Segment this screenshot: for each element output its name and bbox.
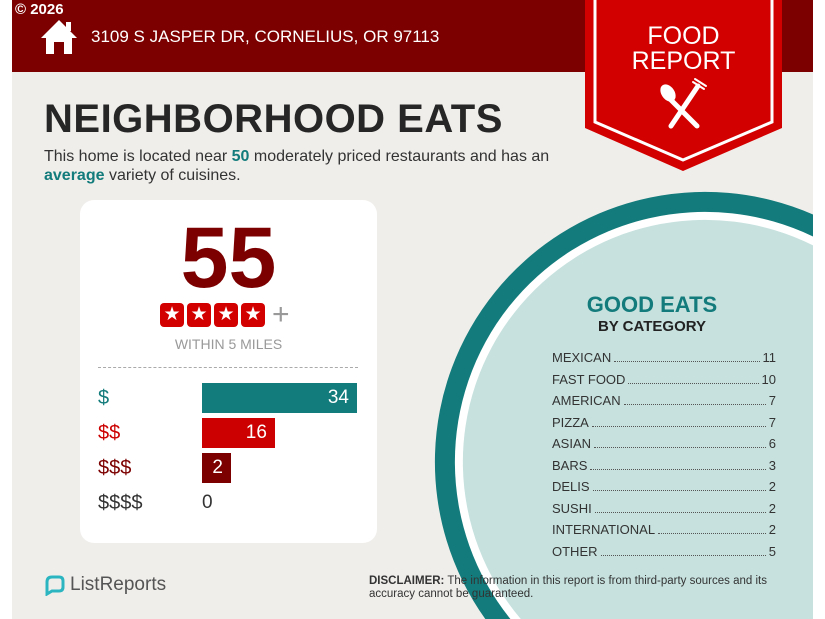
summary-post: variety of cuisines. [104,167,241,184]
dot-leader [592,490,766,492]
price-row: $$$ 2 [98,453,368,483]
category-count: 10 [761,371,776,387]
price-count: 0 [202,492,213,513]
dot-leader [628,382,759,384]
score-value: 55 [180,210,277,306]
category-name: ASIAN [552,436,592,452]
category-name: AMERICAN [552,393,621,409]
summary-mid: moderately priced restaurants and has an [249,148,550,165]
star-icon: ★ [214,303,238,327]
food-report-ribbon [585,0,782,171]
listreports-logo: ListReports [44,574,166,596]
divider [98,367,358,368]
disclaimer: DISCLAIMER: The information in this repo… [369,575,789,601]
score-card: 55 ★ ★ ★ ★ + WITHIN 5 MILES $34 $$ 16 $$$ 2 $$$$ 0 [80,200,377,543]
logo-text: ListReports [70,574,167,595]
category-item: MEXICAN 11 [552,347,776,369]
category-count: 2 [768,479,776,495]
disclaimer-label: DISCLAIMER: [369,575,445,587]
address: 3109 S JASPER DR, CORNELIUS, OR 97113 [91,27,440,46]
category-item: FAST FOOD 10 [552,369,776,391]
dot-leader [594,511,766,513]
dot-leader [614,361,760,363]
dot-leader [590,468,766,470]
disclaimer-text: The information in this report is from t… [369,575,767,600]
category-item: OTHER 5 [552,541,776,563]
home-icon [41,20,77,54]
category-item: INTERNATIONAL 2 [552,519,776,541]
star-icon: ★ [187,303,211,327]
category-count: 6 [768,436,776,452]
price-row: $$ 16 [98,418,368,448]
good-eats-subtitle: BY CATEGORY [597,318,707,335]
summary-text: This home is located near 50 moderately … [44,147,584,185]
variety-level: average [44,167,105,184]
page-title: NEIGHBORHOOD EATS [44,97,503,141]
price-label: $$$ [98,457,132,479]
price-bar: 16 [202,418,275,448]
category-name: INTERNATIONAL [552,522,656,538]
price-row: $$$$ 0 [98,488,368,518]
logo-icon [45,575,65,596]
category-name: PIZZA [552,414,589,430]
price-label: $ [98,387,110,409]
plus-icon: + [272,298,290,331]
ribbon-text: FOOD REPORT [585,24,782,74]
dot-leader [594,447,766,449]
category-item: ASIAN 6 [552,433,776,455]
dot-leader [600,554,766,556]
category-count: 7 [768,393,776,409]
category-count: 7 [768,414,776,430]
star-rating: ★ ★ ★ ★ + [160,298,290,331]
ribbon-line2: REPORT [631,47,736,75]
price-label: $$$$ [98,492,143,514]
category-item: SUSHI 2 [552,498,776,520]
ribbon-line1: FOOD [647,22,720,50]
price-bar: 34 [202,383,357,413]
within-label: WITHIN 5 MILES [174,336,283,352]
good-eats-title: GOOD EATS [586,292,718,317]
dot-leader [591,425,766,427]
good-eats-heading: GOOD EATS BY CATEGORY [552,292,810,335]
category-name: OTHER [552,543,598,559]
dot-leader [658,533,766,535]
star-icon: ★ [160,303,184,327]
category-item: DELIS 2 [552,476,776,498]
price-row: $34 [98,383,368,413]
category-item: PIZZA 7 [552,412,776,434]
category-name: FAST FOOD [552,371,626,387]
restaurant-count: 50 [231,148,250,165]
category-item: BARS 3 [552,455,776,477]
category-name: BARS [552,457,588,473]
category-count: 11 [762,350,777,366]
price-label: $$ [98,422,121,444]
category-name: DELIS [552,479,590,495]
category-count: 5 [768,543,776,559]
star-icon: ★ [241,303,265,327]
category-list: MEXICAN 11 FAST FOOD 10 AMERICAN 7 PIZZA 7 ASIAN… [552,347,776,562]
summary-pre: This home is located near [44,148,232,165]
category-count: 3 [768,457,776,473]
food-report: © 2026 3109 S JASPER DR, CORNELIUS, OR 9… [12,0,813,619]
circle-inner [462,219,813,619]
category-name: MEXICAN [552,350,612,366]
category-count: 2 [768,500,776,516]
category-name: SUSHI [552,500,592,516]
category-count: 2 [768,522,776,538]
utensils-icon [660,78,707,129]
dot-leader [623,404,766,406]
price-bar: 2 [202,453,231,483]
copyright: © 2026 [15,1,64,18]
category-item: AMERICAN 7 [552,390,776,412]
